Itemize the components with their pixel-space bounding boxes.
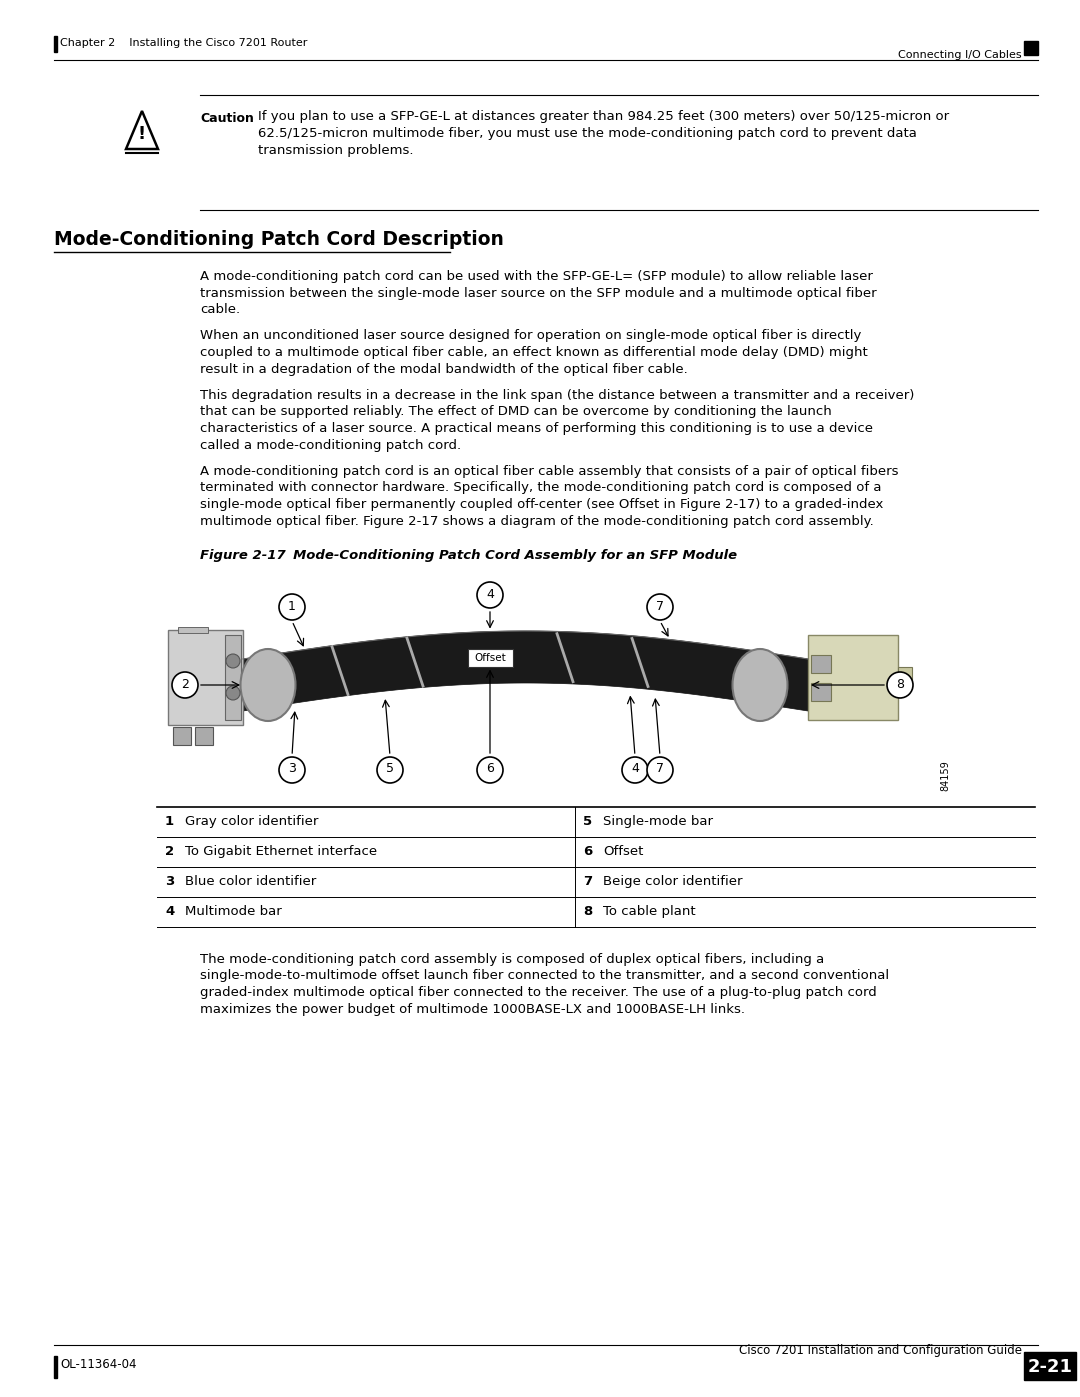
Text: TX: TX [201, 731, 215, 740]
Circle shape [887, 672, 913, 698]
Text: 1: 1 [165, 814, 174, 828]
Text: 7: 7 [656, 763, 664, 775]
Text: 8: 8 [583, 905, 592, 918]
Text: Cisco 7201 Installation and Configuration Guide: Cisco 7201 Installation and Configuratio… [739, 1344, 1022, 1356]
Text: single-mode optical fiber permanently coupled off-center (see Offset in Figure 2: single-mode optical fiber permanently co… [200, 497, 883, 511]
Bar [225, 636, 241, 719]
Text: called a mode-conditioning patch cord.: called a mode-conditioning patch cord. [200, 439, 461, 451]
Bar [897, 666, 912, 689]
Text: Gray color identifier: Gray color identifier [185, 814, 319, 828]
Bar [54, 36, 57, 52]
Text: Single-mode bar: Single-mode bar [603, 814, 713, 828]
Polygon shape [243, 631, 808, 711]
Text: A mode-conditioning patch cord can be used with the SFP-GE-L= (SFP module) to al: A mode-conditioning patch cord can be us… [200, 270, 873, 284]
Text: 2: 2 [165, 845, 174, 858]
Text: When an unconditioned laser source designed for operation on single-mode optical: When an unconditioned laser source desig… [200, 330, 862, 342]
Circle shape [377, 757, 403, 782]
Circle shape [226, 654, 240, 668]
Bar [811, 655, 831, 673]
Text: 84159: 84159 [940, 760, 950, 791]
Text: graded-index multimode optical fiber connected to the receiver. The use of a plu: graded-index multimode optical fiber con… [200, 986, 877, 999]
Text: Blue color identifier: Blue color identifier [185, 875, 316, 888]
Circle shape [226, 686, 240, 700]
Text: maximizes the power budget of multimode 1000BASE-LX and 1000BASE-LH links.: maximizes the power budget of multimode … [200, 1003, 745, 1016]
Circle shape [279, 594, 305, 620]
Text: To Gigabit Ethernet interface: To Gigabit Ethernet interface [185, 845, 377, 858]
Circle shape [279, 757, 305, 782]
Text: cable.: cable. [200, 303, 240, 316]
Bar [811, 683, 831, 701]
Bar [178, 627, 208, 633]
Text: Beige color identifier: Beige color identifier [603, 875, 743, 888]
Circle shape [647, 757, 673, 782]
Text: 4: 4 [165, 905, 174, 918]
Text: Chapter 2    Installing the Cisco 7201 Router: Chapter 2 Installing the Cisco 7201 Rout… [60, 38, 308, 47]
Text: This degradation results in a decrease in the link span (the distance between a : This degradation results in a decrease i… [200, 388, 915, 402]
Text: multimode optical fiber. Figure 2-17 shows a diagram of the mode-conditioning pa: multimode optical fiber. Figure 2-17 sho… [200, 514, 874, 528]
Circle shape [477, 757, 503, 782]
Text: Offset: Offset [474, 652, 505, 662]
Text: A mode-conditioning patch cord is an optical fiber cable assembly that consists : A mode-conditioning patch cord is an opt… [200, 465, 899, 478]
Text: RX: RX [173, 731, 187, 740]
Text: 8: 8 [896, 678, 904, 690]
Text: 3: 3 [288, 763, 296, 775]
Text: Connecting I/O Cables: Connecting I/O Cables [899, 50, 1022, 60]
Text: terminated with connector hardware. Specifically, the mode-conditioning patch co: terminated with connector hardware. Spec… [200, 482, 881, 495]
Text: Figure 2-17: Figure 2-17 [200, 549, 286, 562]
Text: 2-21: 2-21 [1027, 1358, 1072, 1376]
Text: OL-11364-04: OL-11364-04 [60, 1358, 136, 1370]
Circle shape [647, 594, 673, 620]
Bar [195, 726, 213, 745]
Bar [54, 1356, 57, 1377]
Text: 7: 7 [656, 599, 664, 612]
FancyBboxPatch shape [808, 636, 897, 719]
Text: The mode-conditioning patch cord assembly is composed of duplex optical fibers, : The mode-conditioning patch cord assembl… [200, 953, 824, 965]
Bar [173, 726, 191, 745]
Text: 4: 4 [631, 763, 639, 775]
Text: If you plan to use a SFP-GE-L at distances greater than 984.25 feet (300 meters): If you plan to use a SFP-GE-L at distanc… [258, 110, 949, 123]
Text: 7: 7 [583, 875, 592, 888]
Text: 5: 5 [583, 814, 592, 828]
Text: 1: 1 [288, 599, 296, 612]
Text: 62.5/125-micron multimode fiber, you must use the mode-conditioning patch cord t: 62.5/125-micron multimode fiber, you mus… [258, 127, 917, 140]
Text: 6: 6 [583, 845, 592, 858]
Bar [1024, 41, 1038, 54]
Text: To cable plant: To cable plant [603, 905, 696, 918]
Ellipse shape [732, 650, 787, 721]
Text: 4: 4 [486, 588, 494, 601]
Text: result in a degradation of the modal bandwidth of the optical fiber cable.: result in a degradation of the modal ban… [200, 362, 688, 376]
Circle shape [622, 757, 648, 782]
FancyBboxPatch shape [168, 630, 243, 725]
Text: 5: 5 [386, 763, 394, 775]
Circle shape [477, 583, 503, 608]
Ellipse shape [241, 650, 296, 721]
Text: characteristics of a laser source. A practical means of performing this conditio: characteristics of a laser source. A pra… [200, 422, 873, 434]
Circle shape [172, 672, 198, 698]
Text: single-mode-to-multimode offset launch fiber connected to the transmitter, and a: single-mode-to-multimode offset launch f… [200, 970, 889, 982]
Text: !: ! [138, 124, 146, 142]
Text: Mode-Conditioning Patch Cord Description: Mode-Conditioning Patch Cord Description [54, 231, 504, 249]
Text: transmission problems.: transmission problems. [258, 144, 414, 156]
Text: Multimode bar: Multimode bar [185, 905, 282, 918]
Text: coupled to a multimode optical fiber cable, an effect known as differential mode: coupled to a multimode optical fiber cab… [200, 346, 867, 359]
Text: 3: 3 [165, 875, 174, 888]
Text: 2: 2 [181, 678, 189, 690]
Text: Mode-Conditioning Patch Cord Assembly for an SFP Module: Mode-Conditioning Patch Cord Assembly fo… [270, 549, 738, 562]
FancyBboxPatch shape [468, 650, 513, 666]
Text: 6: 6 [486, 763, 494, 775]
Text: that can be supported reliably. The effect of DMD can be overcome by conditionin: that can be supported reliably. The effe… [200, 405, 832, 419]
Text: Offset: Offset [603, 845, 644, 858]
Text: Caution: Caution [200, 112, 254, 124]
Bar [1024, 1352, 1076, 1380]
Text: transmission between the single-mode laser source on the SFP module and a multim: transmission between the single-mode las… [200, 286, 877, 299]
